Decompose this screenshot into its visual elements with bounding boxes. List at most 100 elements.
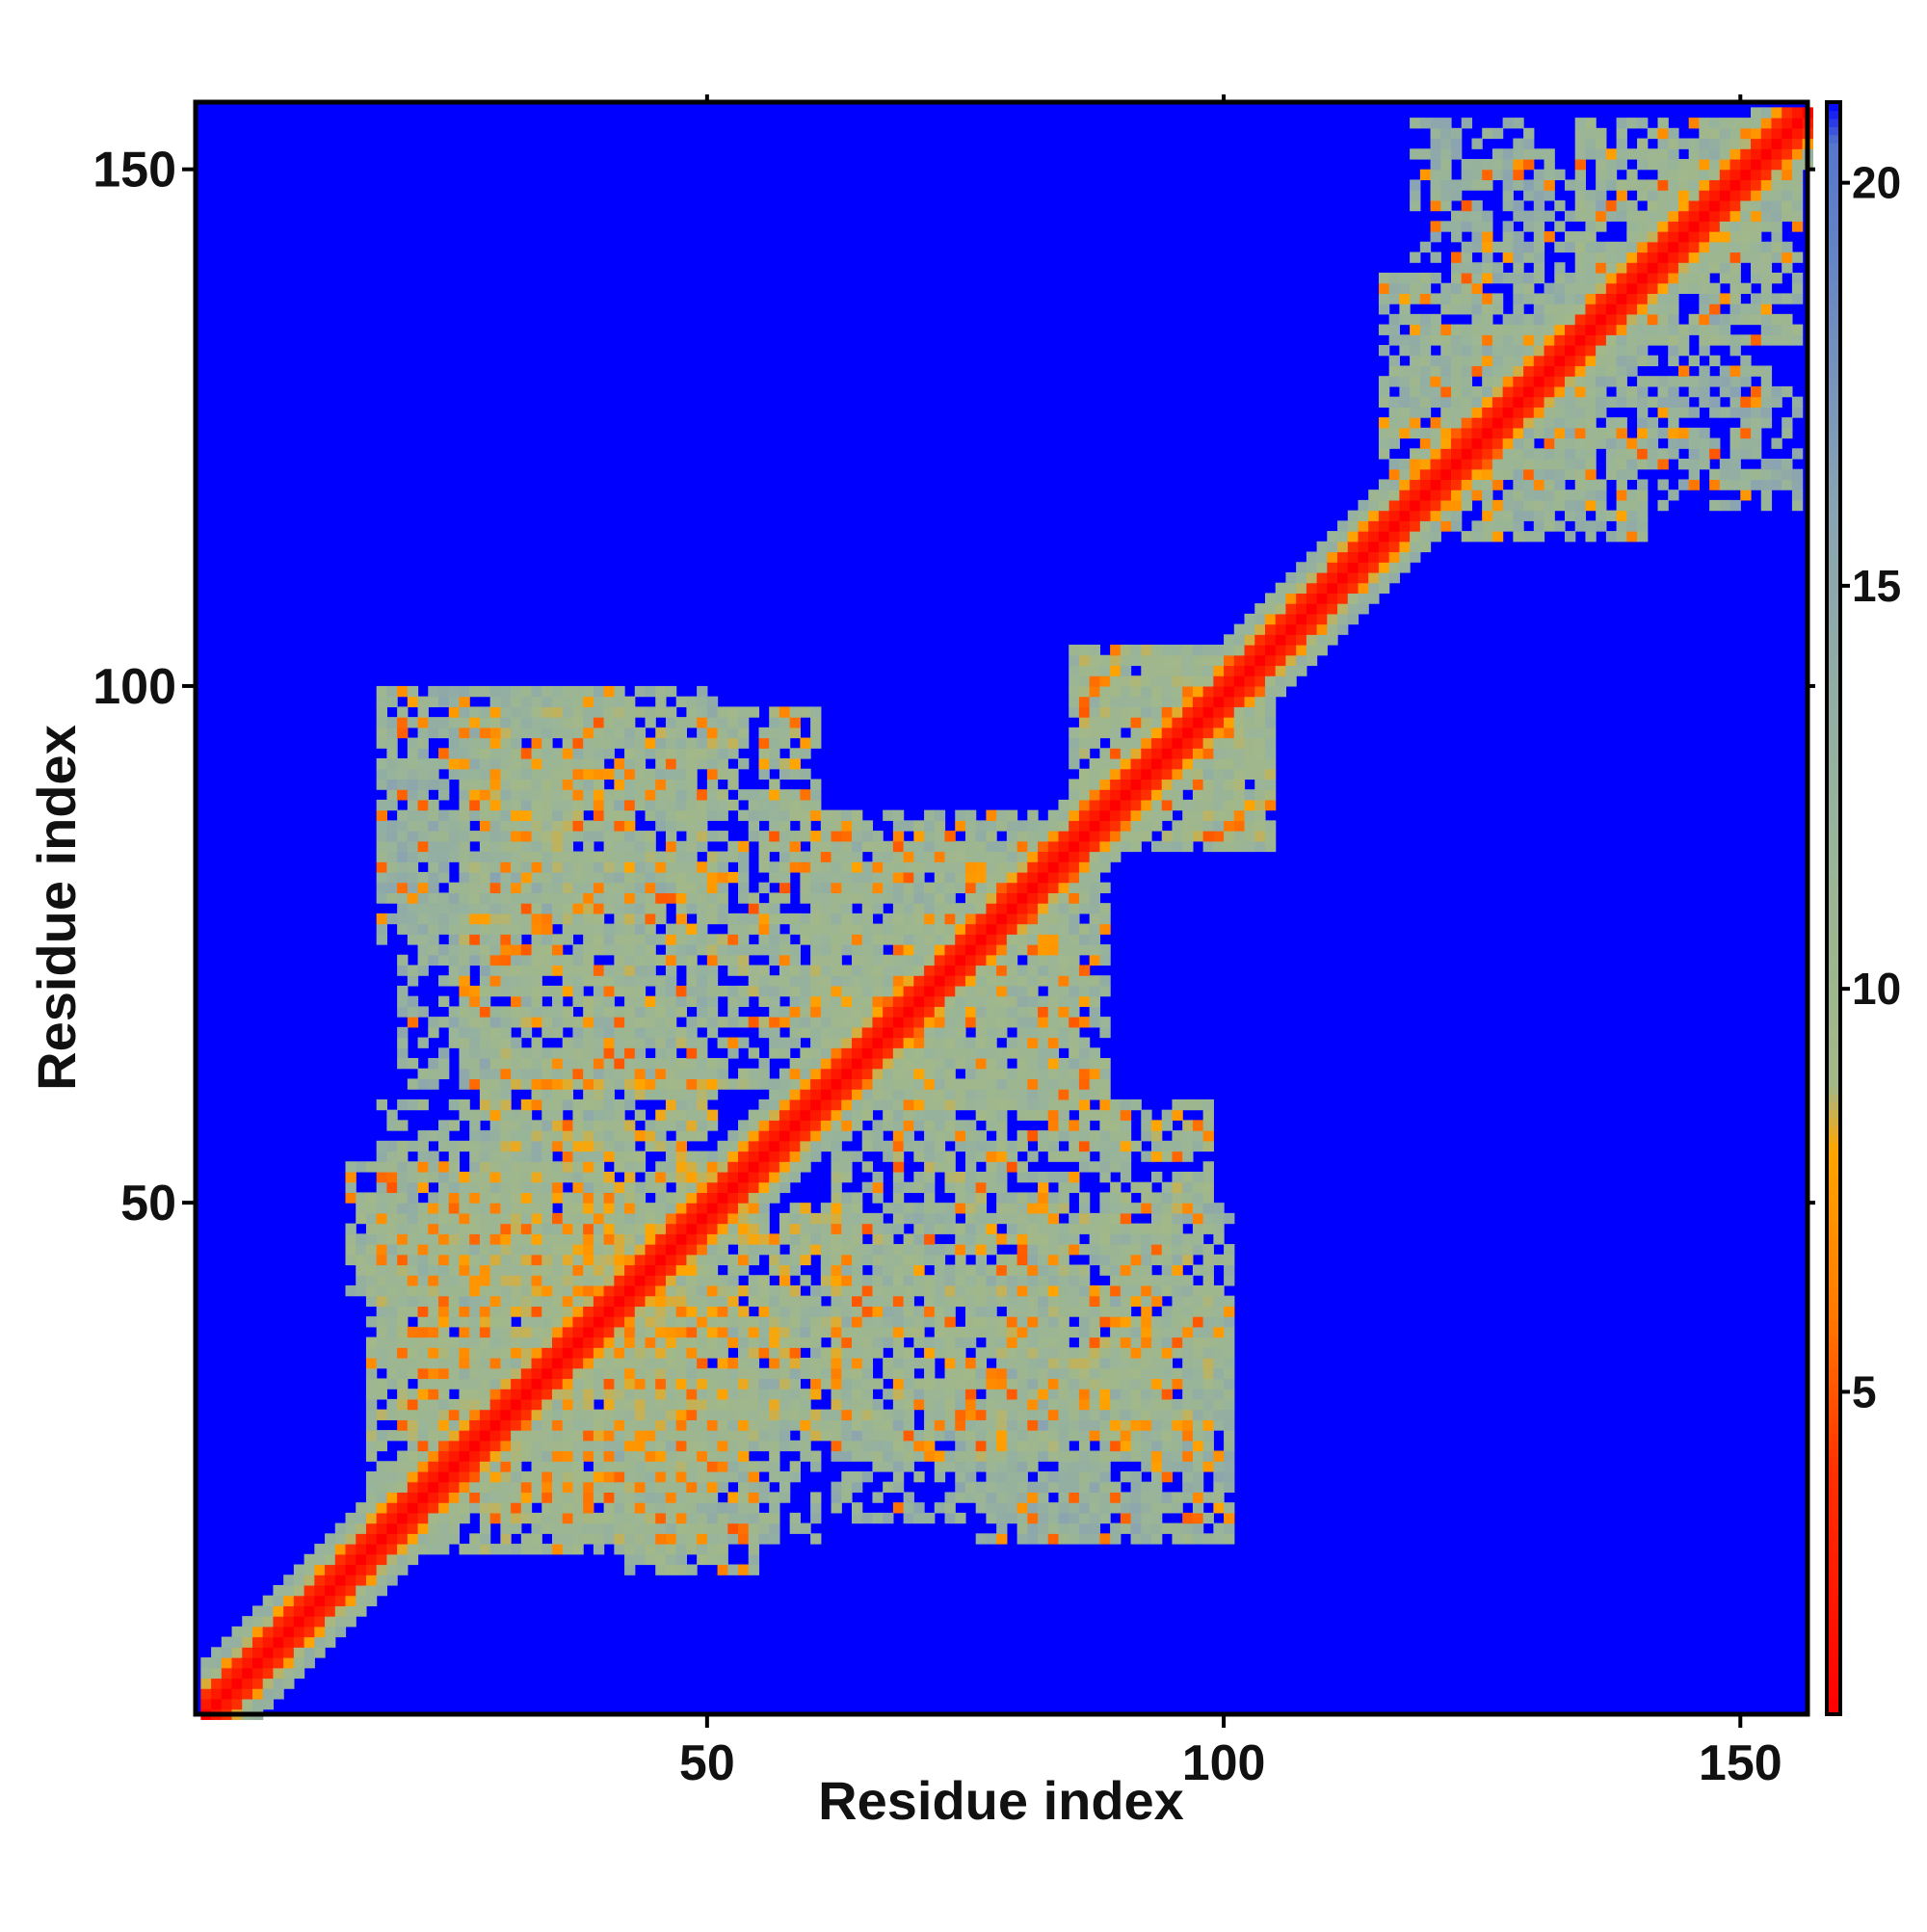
heatmap-cell [665, 1192, 677, 1204]
heatmap-cell [841, 1492, 853, 1503]
heatmap-cell [872, 882, 884, 894]
heatmap-cell [964, 1430, 977, 1442]
heatmap-cell [1006, 1089, 1018, 1100]
heatmap-cell [489, 717, 501, 728]
heatmap-cell [675, 1089, 687, 1100]
heatmap-cell [769, 1130, 780, 1142]
heatmap-cell [438, 1481, 450, 1494]
heatmap-cell [1006, 944, 1018, 956]
heatmap-cell [489, 1326, 501, 1338]
heatmap-cell [706, 809, 719, 821]
heatmap-cell [934, 1316, 946, 1328]
heatmap-cell [376, 1192, 387, 1204]
heatmap-cell [531, 1171, 542, 1183]
heatmap-cell [469, 789, 481, 801]
heatmap-cell [603, 1140, 615, 1152]
heatmap-cell [1038, 840, 1049, 853]
heatmap-cell [562, 809, 574, 821]
heatmap-cell [1058, 1181, 1069, 1194]
heatmap-cell [273, 1636, 284, 1648]
heatmap-cell [603, 1068, 615, 1080]
heatmap-cell [624, 892, 636, 904]
heatmap-cell [1058, 1203, 1069, 1214]
heatmap-cell [955, 861, 966, 873]
heatmap-cell [831, 954, 842, 966]
heatmap-cell [820, 944, 832, 956]
heatmap-cell [892, 1120, 905, 1131]
heatmap-cell [892, 1181, 905, 1194]
heatmap-cell [727, 1161, 739, 1173]
heatmap-cell [1078, 768, 1091, 781]
heatmap-cell [789, 1254, 801, 1266]
heatmap-cell [583, 1171, 594, 1183]
heatmap-cell [810, 1492, 822, 1503]
heatmap-cell [964, 1398, 977, 1411]
heatmap-cell [697, 685, 708, 698]
heatmap-cell [655, 1306, 667, 1317]
heatmap-cell [1027, 1358, 1039, 1369]
heatmap-cell [686, 1047, 698, 1059]
heatmap-cell [489, 1275, 501, 1286]
heatmap-cell [996, 1161, 1008, 1173]
heatmap-cell [675, 903, 687, 914]
heatmap-cell [520, 944, 533, 956]
heatmap-cell [964, 1017, 977, 1028]
heatmap-cell [500, 934, 512, 945]
heatmap-cell [614, 1058, 625, 1070]
heatmap-cell [634, 799, 647, 811]
heatmap-cell [469, 1140, 481, 1152]
heatmap-cell [706, 1450, 719, 1462]
heatmap-cell [624, 1389, 636, 1400]
heatmap-cell [489, 1450, 501, 1462]
heatmap-cell [356, 1161, 367, 1173]
heatmap-cell [511, 1254, 522, 1266]
heatmap-cell [593, 1284, 605, 1297]
heatmap-cell [407, 1212, 419, 1225]
heatmap-cell [675, 1481, 687, 1494]
heatmap-cell [655, 1533, 667, 1545]
heatmap-cell [520, 820, 533, 832]
heatmap-cell [975, 1481, 988, 1494]
heatmap-cell [428, 820, 439, 832]
heatmap-cell [603, 717, 615, 728]
heatmap-cell [665, 1223, 677, 1234]
heatmap-cell [448, 706, 461, 718]
heatmap-cell [1006, 1470, 1018, 1483]
heatmap-cell [572, 1481, 584, 1494]
heatmap-cell [438, 1203, 450, 1214]
heatmap-cell [1069, 1512, 1080, 1524]
heatmap-cell [397, 1450, 409, 1462]
heatmap-cell [345, 1254, 356, 1266]
heatmap-cell [1069, 1450, 1080, 1462]
heatmap-cell [1058, 820, 1069, 832]
heatmap-cell [438, 1358, 450, 1369]
heatmap-cell [572, 1326, 584, 1338]
heatmap-cell [645, 1264, 656, 1276]
heatmap-cell [986, 1512, 997, 1524]
heatmap-cell [417, 1367, 429, 1380]
heatmap-cell [489, 1192, 501, 1204]
heatmap-cell [686, 1398, 698, 1411]
heatmap-cell [789, 995, 801, 1007]
heatmap-cell [1047, 1306, 1060, 1317]
heatmap-cell [489, 1389, 501, 1400]
heatmap-cell [903, 1098, 914, 1111]
heatmap-cell [428, 685, 439, 698]
heatmap-cell [779, 1398, 791, 1411]
heatmap-cell [686, 831, 698, 842]
heatmap-cell [603, 1450, 615, 1462]
heatmap-cell [686, 1244, 698, 1256]
heatmap-cell [572, 995, 584, 1007]
heatmap-cell [841, 1098, 853, 1111]
heatmap-cell [758, 1212, 770, 1225]
heatmap-cell [479, 737, 491, 749]
heatmap-cell [438, 1502, 450, 1514]
heatmap-cell [996, 1358, 1008, 1369]
heatmap-cell [531, 727, 542, 739]
heatmap-cell [861, 1026, 874, 1039]
heatmap-cell [397, 1212, 409, 1225]
heatmap-cell [500, 1203, 512, 1214]
heatmap-cell [1016, 1130, 1028, 1142]
heatmap-cell [438, 831, 450, 842]
heatmap-cell [706, 1017, 719, 1028]
